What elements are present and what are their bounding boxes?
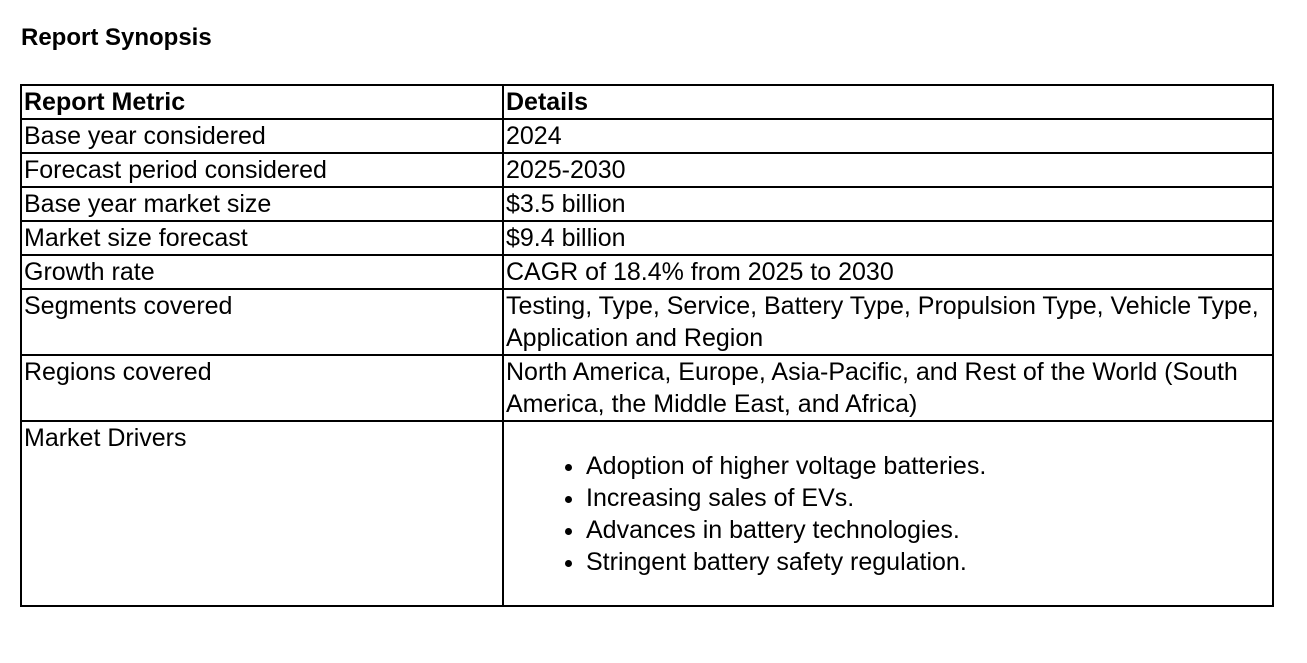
detail-cell: North America, Europe, Asia-Pacific, and… [502,354,1274,422]
list-item: Adoption of higher voltage batteries. [586,450,1270,482]
detail-cell: 2025-2030 [502,152,1274,188]
table-header: Report Metric Details [20,84,1274,120]
report-synopsis-table: Report Metric Details Base year consider… [20,84,1274,607]
table-row: Base year considered 2024 [20,118,1274,154]
metric-cell: Base year market size [20,186,504,222]
table-row: Market Drivers Adoption of higher voltag… [20,420,1274,607]
table-row: Regions covered North America, Europe, As… [20,354,1274,422]
table-row: Segments covered Testing, Type, Service, … [20,288,1274,356]
metric-cell: Base year considered [20,118,504,154]
metric-cell: Forecast period considered [20,152,504,188]
detail-cell: $9.4 billion [502,220,1274,256]
header-cell: Report Metric [20,84,504,120]
drivers-list: Adoption of higher voltage batteries. In… [506,422,1270,578]
detail-cell: CAGR of 18.4% from 2025 to 2030 [502,254,1274,290]
detail-cell: Adoption of higher voltage batteries. In… [502,420,1274,607]
detail-cell: Testing, Type, Service, Battery Type, Pr… [502,288,1274,356]
table-row: Base year market size $3.5 billion [20,186,1274,222]
page-title: Report Synopsis [21,24,212,51]
detail-cell: 2024 [502,118,1274,154]
table-row: Forecast period considered 2025-2030 [20,152,1274,188]
list-item: Increasing sales of EVs. [586,482,1270,514]
metric-cell: Regions covered [20,354,504,422]
header-cell: Details [502,84,1274,120]
table-row: Growth rate CAGR of 18.4% from 2025 to 20… [20,254,1274,290]
metric-cell: Growth rate [20,254,504,290]
list-item: Advances in battery technologies. [586,514,1270,546]
detail-cell: $3.5 billion [502,186,1274,222]
metric-cell: Market size forecast [20,220,504,256]
metric-cell: Market Drivers [20,420,504,607]
table-row: Market size forecast $9.4 billion [20,220,1274,256]
list-item: Stringent battery safety regulation. [586,546,1270,578]
metric-cell: Segments covered [20,288,504,356]
